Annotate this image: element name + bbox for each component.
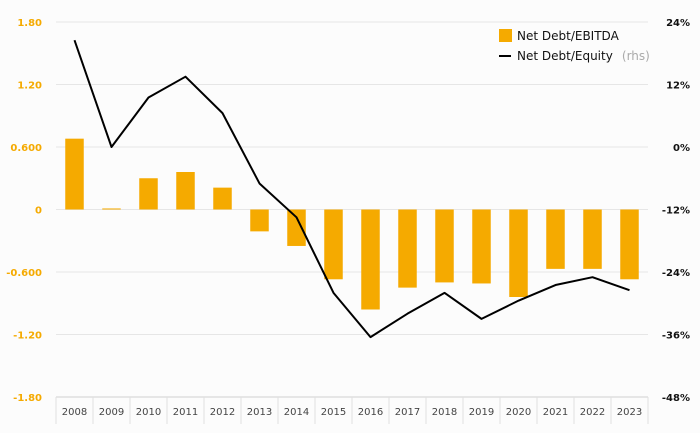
- y-left-tick-label: -1.20: [13, 331, 42, 342]
- bars-net-debt-ebitda: [65, 138, 639, 310]
- bar: [583, 209, 602, 269]
- x-tick-label: 2016: [358, 407, 383, 418]
- line-net-debt-equity: [73, 39, 630, 339]
- y-left-tick-label: 1.20: [17, 81, 42, 92]
- bar: [435, 209, 454, 283]
- y-right-tick-label: -12%: [662, 206, 690, 217]
- y-left-tick-label: 0: [35, 206, 42, 217]
- x-tick-label: 2012: [210, 407, 235, 418]
- x-tick-label: 2023: [617, 407, 642, 418]
- x-tick-label: 2022: [580, 407, 605, 418]
- x-tick-label: 2008: [62, 407, 87, 418]
- legend: Net Debt/EBITDA Net Debt/Equity (rhs): [499, 29, 650, 64]
- legend-label-net-debt-equity: Net Debt/Equity: [517, 49, 613, 63]
- y-right-tick-label: 24%: [666, 18, 690, 29]
- x-tick-label: 2013: [247, 407, 272, 418]
- legend-label-net-debt-equity-group: Net Debt/Equity (rhs): [517, 45, 650, 64]
- bar: [139, 178, 158, 210]
- x-tick-label: 2017: [395, 407, 420, 418]
- x-tick-label: 2014: [284, 407, 309, 418]
- y-right-tick-label: -36%: [662, 331, 690, 342]
- bar: [250, 209, 269, 232]
- axes: 1.80 24% 1.20 12% 0.600 0% 0 -12% -0.600 -24% -1.2…: [6, 18, 690, 424]
- x-tick-label: 2015: [321, 407, 346, 418]
- x-tick-label: 2010: [136, 407, 161, 418]
- line-series-net-debt-equity: [73, 39, 630, 339]
- bar: [620, 209, 639, 280]
- x-tick-label: 2019: [469, 407, 494, 418]
- bar: [324, 209, 343, 280]
- x-tick-label: 2018: [432, 407, 457, 418]
- bar: [398, 209, 417, 288]
- bar: [361, 209, 380, 310]
- x-tick-label: 2021: [543, 407, 568, 418]
- y-right-tick-label: 0%: [673, 143, 690, 154]
- y-right-tick-label: -48%: [662, 393, 690, 404]
- y-left-tick-label: 0.600: [10, 143, 42, 154]
- bar: [65, 138, 84, 210]
- bar: [509, 209, 528, 297]
- bar: [287, 209, 306, 246]
- y-right-tick-label: -24%: [662, 268, 690, 279]
- y-left-tick-label: -1.80: [13, 393, 42, 404]
- legend-label-rhs-note: (rhs): [622, 49, 650, 63]
- legend-label-net-debt-ebitda: Net Debt/EBITDA: [517, 29, 620, 43]
- bar: [176, 172, 195, 210]
- bar: [546, 209, 565, 269]
- x-tick-label: 2011: [173, 407, 198, 418]
- y-left-tick-label: 1.80: [17, 18, 42, 29]
- x-tick-label: 2020: [506, 407, 531, 418]
- x-tick-label: 2009: [99, 407, 124, 418]
- y-right-tick-label: 12%: [666, 81, 690, 92]
- bar: [102, 208, 121, 210]
- y-left-tick-label: -0.600: [6, 268, 42, 279]
- bar: [472, 209, 491, 284]
- bar: [213, 187, 232, 210]
- legend-swatch-net-debt-ebitda: [499, 29, 512, 42]
